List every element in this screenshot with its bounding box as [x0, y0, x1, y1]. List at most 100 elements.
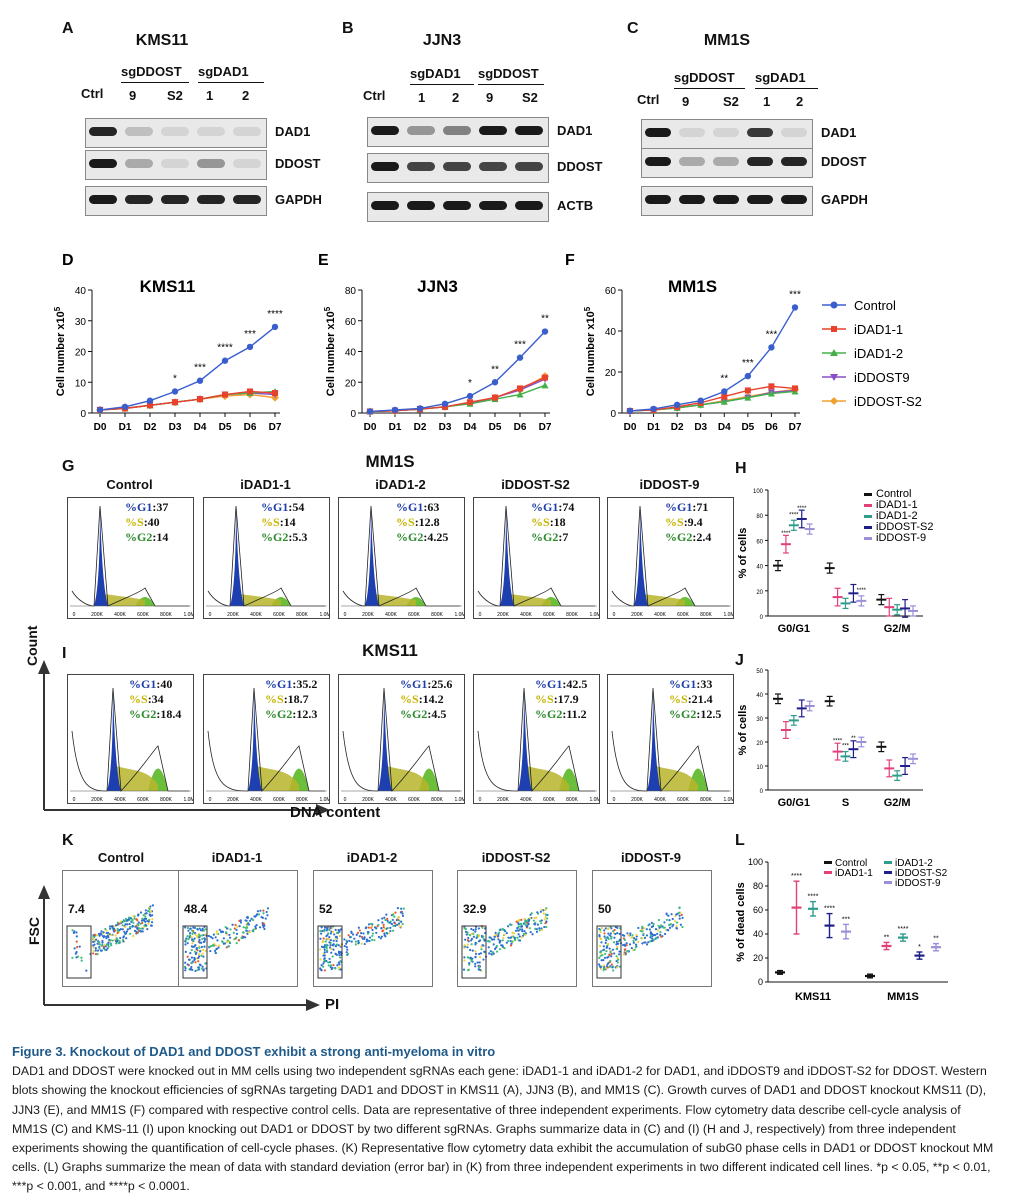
flow-event [528, 918, 531, 922]
histogram-title: iDAD1-1 [240, 477, 291, 492]
panel-label-g: G [62, 458, 75, 475]
s-stat-value: :18 [549, 515, 566, 529]
flow-event [331, 930, 335, 934]
blot-band [161, 195, 189, 204]
flow-event [358, 929, 361, 932]
x-tick-label: D4 [718, 422, 731, 433]
phase-stats: %G1:54 %S:14 %G2:5.3 [261, 500, 307, 545]
flow-event [540, 908, 543, 911]
flow-event [184, 961, 187, 964]
flow-event [136, 931, 139, 935]
data-point [768, 344, 775, 351]
x-tick-label: MM1S [887, 991, 919, 1003]
flow-event [184, 938, 187, 942]
flow-event [204, 938, 207, 941]
histogram-xtick: 600K [273, 612, 285, 618]
flow-event [641, 937, 644, 940]
flow-event [470, 943, 473, 946]
histogram-xtick: 200K [631, 612, 643, 618]
flow-event [187, 958, 191, 961]
significance-label: *** [514, 340, 526, 351]
histogram-xtick: 1.0M [454, 797, 464, 803]
flow-event [613, 952, 616, 955]
histogram-xtick: 0 [479, 612, 482, 618]
y-tick-label: 80 [345, 286, 357, 297]
flow-event [245, 916, 248, 919]
flow-event [401, 922, 404, 926]
data-point [516, 391, 524, 398]
flow-event [480, 945, 483, 948]
histogram-frame: 0 200K 400K 600K 800K 1.0M [338, 497, 466, 619]
legend-label: iDAD1-2 [876, 510, 918, 522]
g1-fill [94, 506, 108, 606]
blot-row-label: GAPDH [275, 192, 322, 207]
flow-event [323, 926, 327, 929]
flow-scatter [596, 906, 684, 979]
flow-event [131, 918, 134, 921]
flow-event [647, 941, 650, 944]
blot-group-line [755, 88, 818, 89]
blot-band [233, 159, 261, 168]
flow-event [144, 909, 147, 912]
data-point [626, 407, 634, 415]
flow-event [602, 964, 606, 967]
flow-event [370, 938, 374, 941]
g2-stat-value: :14 [152, 530, 169, 544]
histogram-xtick: 400K [520, 797, 532, 803]
flow-event [634, 946, 637, 949]
flow-event [401, 912, 404, 915]
flow-event [482, 958, 485, 961]
flow-event [632, 939, 635, 943]
data-point [121, 403, 129, 411]
flow-event [209, 949, 212, 953]
s-stat-label: %S [265, 692, 284, 706]
flow-plot-frame [313, 870, 433, 987]
g1-stat-label: %G1 [669, 677, 697, 691]
flow-event [490, 953, 493, 956]
flow-event [322, 945, 325, 949]
g2-stat-label: %G2 [129, 707, 157, 721]
gate-percent: 7.4 [68, 902, 85, 916]
flow-event [474, 941, 477, 944]
flow-event [332, 964, 335, 967]
g1-stat-label: %G1 [261, 500, 289, 514]
flow-event [462, 968, 466, 971]
flow-event [527, 922, 530, 926]
flow-event [493, 938, 496, 941]
flow-event [332, 948, 335, 951]
legend-marker [824, 861, 832, 864]
flow-event [330, 967, 333, 971]
flow-event [606, 966, 609, 969]
y-tick-label: 0 [80, 409, 86, 420]
histogram-xtick: 800K [431, 797, 443, 803]
s-fill [527, 766, 569, 791]
flow-event [610, 963, 613, 966]
flow-event [102, 945, 105, 949]
flow-event [478, 952, 481, 956]
flow-event [216, 939, 219, 942]
flow-event [488, 940, 491, 943]
data-point [467, 399, 473, 406]
histogram-plot: 0 200K 400K 600K 800K 1.0M [206, 505, 331, 618]
g2-stat: %G2:4.25 [396, 530, 448, 545]
flow-event [658, 926, 661, 929]
flow-event [254, 927, 258, 930]
flow-event [650, 933, 654, 936]
flow-event [655, 936, 658, 940]
flow-event [363, 937, 366, 941]
flow-event [126, 923, 129, 926]
g1-fill [230, 506, 244, 606]
flow-event [109, 927, 112, 930]
flow-event [204, 949, 207, 952]
significance-label: **** [898, 926, 909, 933]
flow-event [229, 928, 232, 931]
y-axis-label-superscript: 5 [323, 306, 332, 311]
blot-band [747, 195, 773, 204]
pi-axis-label: PI [325, 996, 340, 1013]
flow-event [330, 951, 333, 954]
blot-band [713, 157, 739, 166]
flow-event [599, 937, 603, 941]
growth-chart: D KMS11 0 10 20 30 40 D0 D1 D2 D3 D4 D5 D6 D7 Cell numb… [53, 252, 283, 433]
flow-event [95, 934, 99, 937]
